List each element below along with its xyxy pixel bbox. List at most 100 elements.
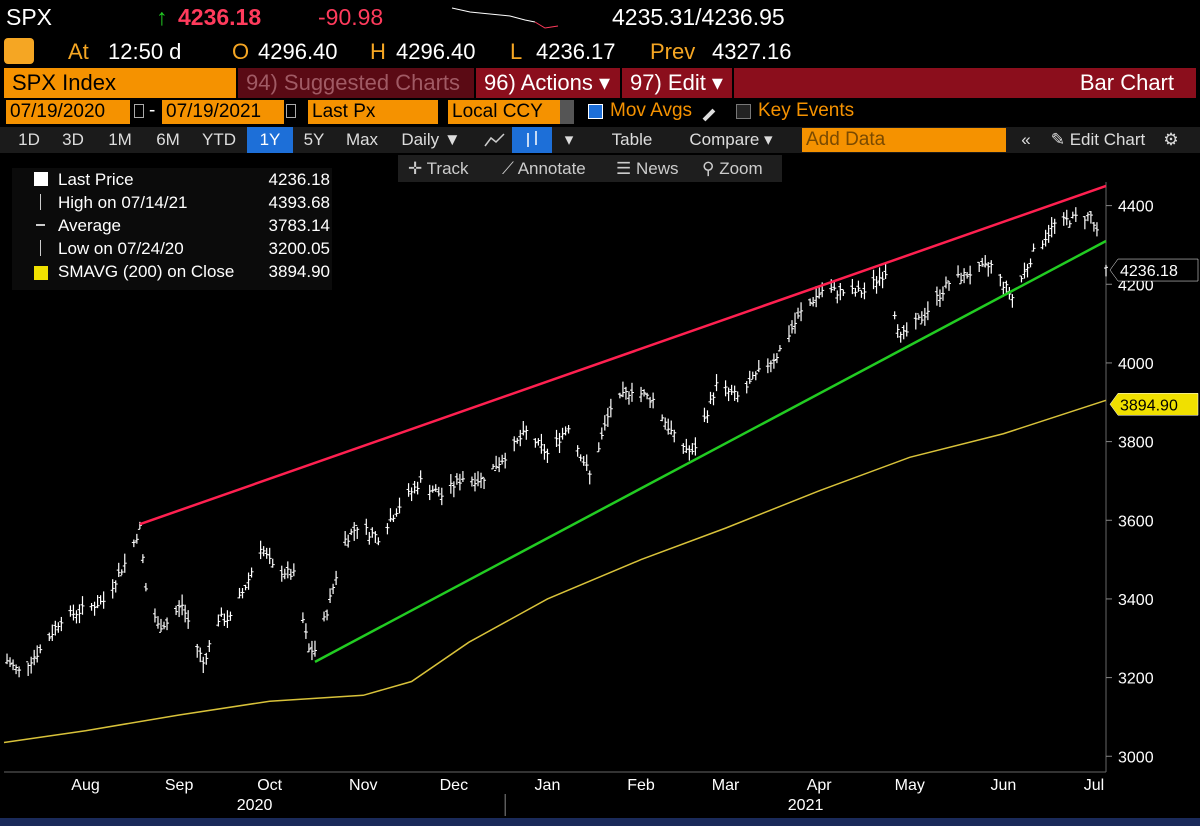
add-data-input[interactable]: Add Data	[802, 128, 1006, 152]
period-5y[interactable]: 5Y	[303, 130, 325, 149]
legend-label: Average	[58, 216, 122, 235]
price-bar	[937, 289, 942, 308]
double-chevron-left-icon[interactable]: «	[1021, 130, 1031, 149]
price-bar	[835, 290, 840, 304]
pencil-icon[interactable]	[702, 108, 716, 122]
security-field[interactable]: SPX Index	[4, 68, 236, 98]
price-bar	[243, 584, 248, 591]
news-tool[interactable]: ☰ News	[616, 159, 679, 178]
price-bar	[122, 553, 127, 573]
field-selector[interactable]: Last Px	[308, 100, 438, 124]
period-ytd[interactable]: YTD	[202, 130, 236, 149]
open-value: 4296.40	[258, 39, 338, 64]
price-bar	[158, 618, 163, 633]
price-bar	[723, 380, 728, 397]
ticker: SPX	[6, 4, 53, 30]
price-bar	[1104, 264, 1108, 277]
suggested-charts-button[interactable]: 94) Suggested Charts	[238, 68, 474, 98]
price-bar	[346, 534, 351, 548]
period-3d[interactable]: 3D	[62, 130, 84, 149]
price-bar	[557, 432, 562, 454]
y-tick-label: 3000	[1118, 749, 1154, 766]
annotate-tool[interactable]: ⟋ Annotate	[502, 159, 586, 178]
price-bar	[1070, 211, 1075, 219]
price-bar	[26, 661, 31, 676]
net-change: -90.98	[318, 4, 384, 30]
price-bar	[14, 664, 19, 675]
price-bar	[735, 391, 740, 403]
price-bar	[180, 594, 185, 616]
price-bar	[110, 579, 115, 599]
x-tick-label: Oct	[257, 777, 282, 794]
price-bar	[744, 381, 749, 394]
price-bar	[300, 612, 305, 624]
price-bar	[469, 476, 474, 487]
end-date-field[interactable]: 07/19/2021	[162, 100, 284, 124]
edit-chart-button[interactable]: ✎ Edit Chart	[1050, 130, 1146, 149]
year-label: 2021	[788, 797, 824, 814]
track-tool[interactable]: ✛ Track	[408, 159, 469, 178]
zoom-tool[interactable]: ⚲ Zoom	[702, 159, 763, 178]
chevron-down-icon[interactable]	[560, 100, 574, 124]
price-bar	[799, 302, 804, 322]
quote-detail: At 12:50 d O 4296.40 H 4296.40 L 4236.17…	[0, 36, 1200, 68]
price-bar	[1094, 222, 1099, 237]
price-bar	[584, 454, 589, 471]
bar-chart-icon[interactable]	[512, 127, 552, 153]
gear-icon[interactable]: ⚙	[1163, 130, 1179, 149]
calendar-icon[interactable]	[286, 104, 296, 118]
price-bar	[183, 604, 188, 623]
chevron-down-icon[interactable]: ▾	[564, 130, 574, 149]
edit-menu[interactable]: 97) Edit ▾	[622, 68, 732, 98]
price-bar	[1040, 240, 1045, 250]
price-bar	[80, 596, 85, 615]
price-bar	[808, 298, 813, 307]
frequency-selector[interactable]: Daily ▼	[401, 130, 461, 149]
period-1m[interactable]: 1M	[108, 130, 132, 149]
line-chart-icon[interactable]	[484, 132, 506, 148]
price-bar	[714, 374, 719, 392]
period-1d[interactable]: 1D	[18, 130, 40, 149]
gauge-icon[interactable]	[4, 38, 34, 64]
price-bar	[599, 427, 604, 440]
legend-value: 3894.90	[268, 262, 330, 281]
price-bar	[663, 417, 668, 430]
price-bar	[859, 289, 864, 298]
price-bar	[620, 381, 625, 398]
price-bar	[608, 398, 613, 418]
price-bar	[702, 407, 707, 423]
last-price-tag	[1109, 258, 1199, 282]
price-bar	[898, 331, 903, 343]
price-bar	[143, 582, 148, 592]
key-events-checkbox[interactable]	[736, 104, 751, 119]
price-bar	[249, 567, 254, 578]
support-trendline	[314, 239, 1107, 663]
actions-menu[interactable]: 96) Actions ▾	[476, 68, 620, 98]
sma-200-line	[3, 399, 1107, 744]
price-bar	[943, 276, 948, 289]
price-bar	[980, 257, 985, 267]
price-bar	[77, 604, 82, 624]
price-bar	[1088, 211, 1093, 224]
price-bar	[786, 325, 791, 343]
price-bar	[322, 611, 327, 622]
up-arrow-icon: ↑	[156, 4, 168, 30]
table-button[interactable]: Table	[611, 130, 653, 149]
price-bar	[1019, 275, 1024, 283]
edit-chart-label: Edit Chart	[1069, 130, 1146, 149]
period-1y[interactable]: 1Y	[247, 127, 293, 153]
calendar-icon[interactable]	[134, 104, 144, 118]
compare-button[interactable]: Compare ▾	[689, 130, 773, 149]
period-6m[interactable]: 6M	[156, 130, 180, 149]
start-date-field[interactable]: 07/19/2020	[6, 100, 130, 124]
price-bar	[436, 486, 441, 497]
price-bar	[116, 562, 121, 578]
mov-avgs-checkbox[interactable]	[588, 104, 603, 119]
period-max[interactable]: Max	[345, 130, 379, 149]
price-bar	[1001, 281, 1006, 297]
price-bar	[352, 522, 357, 541]
price-bar	[524, 425, 529, 440]
price-bar	[998, 273, 1003, 287]
currency-selector[interactable]: Local CCY	[448, 100, 560, 124]
price-bar	[140, 554, 145, 564]
